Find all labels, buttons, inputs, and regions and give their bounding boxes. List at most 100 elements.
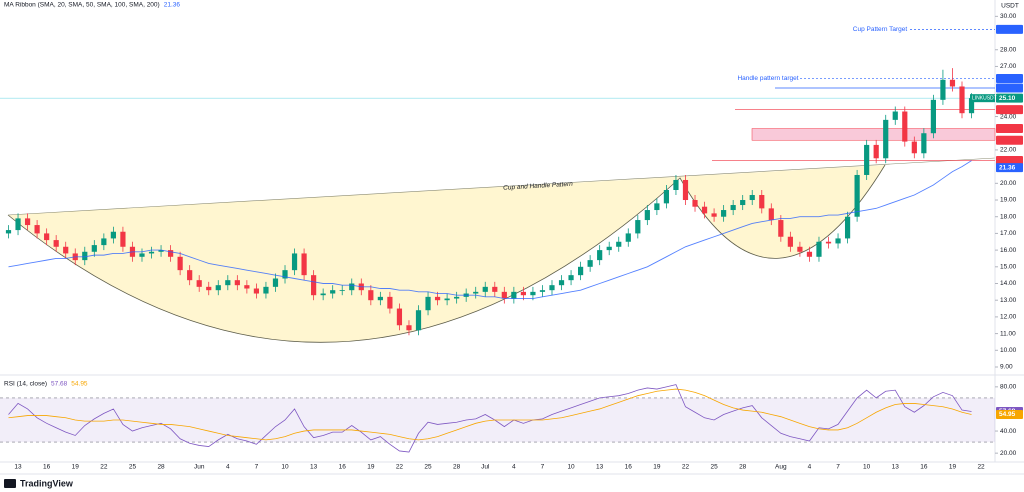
candle-body xyxy=(844,216,851,239)
x-tick-label: 19 xyxy=(72,464,80,471)
candle-body xyxy=(196,280,202,287)
candle-body xyxy=(930,99,936,134)
ma-line xyxy=(8,160,972,299)
zone xyxy=(751,128,996,141)
candle-body xyxy=(825,241,832,244)
annotation: Cup Pattern Target xyxy=(853,26,908,33)
symbol-tag-bg xyxy=(970,94,995,103)
pattern-fill xyxy=(8,165,885,343)
rsi-line xyxy=(8,384,972,453)
candle-body xyxy=(721,210,727,217)
y-tick-label: 16.00 xyxy=(1000,247,1017,254)
candle-body xyxy=(320,293,326,296)
candle-body xyxy=(282,270,288,279)
ma-tag-bg xyxy=(996,163,1023,173)
y-tick-label: 40.00 xyxy=(1000,428,1017,435)
x-tick-label: 4 xyxy=(226,464,230,471)
x-tick-label: 25 xyxy=(710,464,718,471)
x-tick-label: Aug xyxy=(775,464,787,471)
candle-body xyxy=(5,230,12,234)
level-tag-bg xyxy=(996,93,1023,103)
candle-body xyxy=(234,280,240,286)
candle-body xyxy=(873,144,879,159)
y-tick-label: 11.00 xyxy=(1000,330,1016,337)
x-tick-label: 4 xyxy=(512,464,516,471)
candle-body xyxy=(34,225,40,234)
candle-body xyxy=(15,218,21,231)
candle-body xyxy=(167,250,174,257)
candle-body xyxy=(148,251,155,254)
x-tick-label: 13 xyxy=(14,464,22,471)
candle-body xyxy=(492,286,498,292)
candle-body xyxy=(749,195,755,201)
candle-body xyxy=(187,270,193,281)
candle-body xyxy=(291,253,298,271)
y-tick-label: 9.00 xyxy=(1000,364,1013,371)
candle-body xyxy=(768,208,774,221)
candle-body xyxy=(101,238,107,246)
brand: TradingView xyxy=(4,478,74,488)
candle-body xyxy=(740,200,746,206)
candle-body xyxy=(587,260,593,267)
x-tick-label: 16 xyxy=(625,464,633,471)
candle-body xyxy=(225,280,231,286)
candle-body xyxy=(454,296,460,299)
y-tick-label: 22.00 xyxy=(1000,147,1017,154)
rsi-line xyxy=(8,388,972,441)
y-tick-label: 19.00 xyxy=(1000,197,1017,204)
candle-body xyxy=(406,325,412,331)
legend-ma-name: MA Ribbon (SMA, 20, SMA, 50, SMA, 100, S… xyxy=(4,2,160,9)
x-tick-label: 7 xyxy=(255,464,259,471)
candle-body xyxy=(797,246,803,252)
candle-body xyxy=(91,245,97,252)
candle-body xyxy=(377,296,383,301)
candle-body xyxy=(244,285,250,289)
candle-body xyxy=(787,236,793,247)
brand-name: TradingView xyxy=(20,478,74,488)
level-tag-bg xyxy=(996,83,1023,93)
y-tick-label: 13.00 xyxy=(1000,297,1017,304)
candle-body xyxy=(539,290,546,292)
legend-rsi-value: 57.68 xyxy=(51,381,68,388)
candle-body xyxy=(263,286,269,294)
x-tick-label: 19 xyxy=(949,464,957,471)
candle-body xyxy=(206,286,212,291)
unit-label: USDT xyxy=(1001,3,1019,10)
candle-body xyxy=(415,310,422,331)
level-tag-bg xyxy=(996,124,1023,134)
x-tick-label: Jul xyxy=(481,464,490,471)
candle-body xyxy=(883,119,889,159)
candle-body xyxy=(53,240,59,247)
x-tick-label: 10 xyxy=(863,464,871,471)
rsi-ma-tag: 54.95 xyxy=(999,411,1016,418)
candle-body xyxy=(644,210,650,221)
legend-rsi-name: RSI (14, close) xyxy=(4,381,47,388)
x-tick-label: 7 xyxy=(836,464,840,471)
candle-body xyxy=(511,291,517,299)
level-tag: 25.10 xyxy=(999,95,1016,102)
x-tick-label: 28 xyxy=(739,464,747,471)
candle-body xyxy=(806,251,813,257)
candle-body xyxy=(444,298,450,301)
candle-body xyxy=(482,286,488,292)
candle-body xyxy=(682,179,689,201)
candle-body xyxy=(892,111,898,120)
ma-tag: 21.36 xyxy=(999,164,1016,171)
x-tick-label: 28 xyxy=(453,464,461,471)
y-tick-label: 80.00 xyxy=(1000,384,1017,391)
candle-body xyxy=(854,174,860,217)
legend-rsi-ma-value: 54.95 xyxy=(71,381,88,388)
legend-ma-value: 21.36 xyxy=(164,2,181,9)
candle-body xyxy=(635,220,641,234)
candle-body xyxy=(578,266,584,276)
level-tag-bg xyxy=(996,105,1023,115)
pattern-neckline xyxy=(7,157,996,216)
candle-body xyxy=(396,308,403,326)
x-tick-label: 22 xyxy=(682,464,690,471)
candle-body xyxy=(759,195,765,209)
candle-body xyxy=(701,206,708,214)
x-tick-label: 22 xyxy=(100,464,108,471)
candle-body xyxy=(82,251,88,261)
y-tick-label: 15.00 xyxy=(1000,264,1017,271)
candle-body xyxy=(597,250,603,261)
